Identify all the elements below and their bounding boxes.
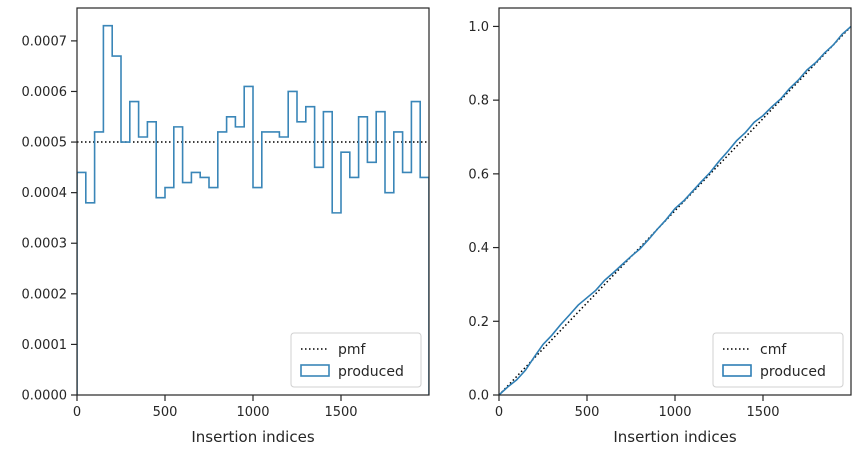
legend: pmf produced — [290, 332, 422, 388]
y-tick-label: 1.0 — [468, 20, 489, 35]
legend: cmf produced — [712, 332, 844, 388]
y-tick-label: 0.0007 — [22, 34, 68, 49]
pmf-histogram-panel: 0 500 1000 1500 0.0000 0.0001 0.0002 0.0003 0.00… — [22, 7, 430, 446]
legend-swatch-produced — [722, 364, 752, 377]
series-produced-line — [77, 24, 429, 395]
legend-label-pmf: pmf — [338, 342, 367, 358]
x-tick-label: 500 — [575, 405, 600, 420]
y-tick-label: 0.0000 — [22, 389, 68, 404]
legend-swatch-produced — [300, 364, 330, 377]
series-cmf-reference-line — [499, 25, 851, 395]
y-tick-label: 0.0001 — [22, 338, 68, 353]
cmf-cumulative-panel: 0 500 1000 1500 0.0 0.2 0.4 0.6 0.8 1.0 Insertion … — [468, 7, 852, 446]
series-produced-line — [499, 25, 851, 395]
x-tick-label: 500 — [153, 405, 178, 420]
x-tick-label: 1500 — [746, 405, 779, 420]
y-tick-label: 0.0005 — [22, 136, 68, 151]
x-tick-label: 0 — [73, 405, 81, 420]
x-tick-label: 1500 — [324, 405, 357, 420]
plot-area — [77, 24, 429, 395]
y-tick-label: 0.0003 — [22, 237, 68, 252]
legend-label-cmf: cmf — [760, 342, 787, 358]
y-tick-label: 0.8 — [468, 94, 489, 109]
y-tick-label: 0.6 — [468, 167, 489, 182]
y-tick-label: 0.0004 — [22, 186, 68, 201]
legend-label-produced: produced — [760, 364, 826, 380]
y-tick-label: 0.2 — [468, 315, 489, 330]
y-tick-label: 0.4 — [468, 241, 489, 256]
x-axis-label: Insertion indices — [613, 428, 736, 446]
plot-area — [499, 25, 851, 395]
y-tick-label: 0.0006 — [22, 85, 68, 100]
x-tick-label: 1000 — [658, 405, 691, 420]
legend-label-produced: produced — [338, 364, 404, 380]
x-tick-label: 0 — [495, 405, 503, 420]
y-tick-label: 0.0 — [468, 389, 489, 404]
x-axis-label: Insertion indices — [191, 428, 314, 446]
y-tick-label: 0.0002 — [22, 287, 68, 302]
x-tick-label: 1000 — [236, 405, 269, 420]
